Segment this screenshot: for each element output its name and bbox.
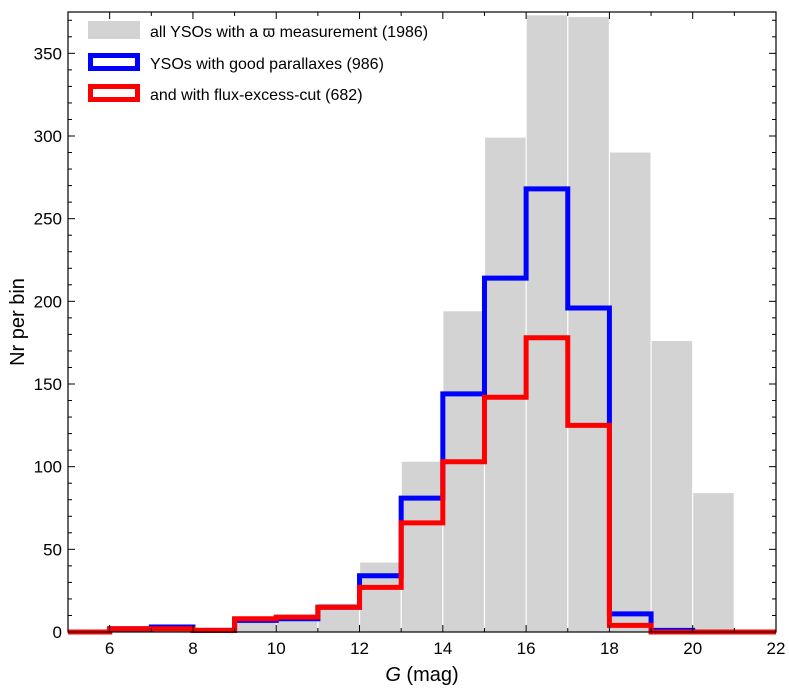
x-axis-label: G (mag) [385,664,458,686]
x-tick-label: 20 [683,639,702,658]
bar-all-ysos [443,311,484,632]
x-tick-label: 22 [767,639,786,658]
legend-entry-label: and with flux-excess-cut (682) [150,87,363,104]
y-tick-label: 200 [34,292,62,311]
legend-entry-label: YSOs with good parallaxes (986) [150,56,384,73]
legend-swatch-all-ysos [88,21,140,39]
bar-all-ysos [651,341,693,632]
bar-all-ysos [610,152,651,633]
legend-swatch-flux-excess-cut [88,84,140,102]
y-tick-label: 350 [34,44,62,63]
bar-all-ysos [568,16,609,632]
x-tick-label: 10 [267,639,286,658]
x-tick-label: 16 [517,639,536,658]
bar-all-ysos [693,493,734,632]
x-axis-label-variable: G [385,664,401,686]
bar-all-ysos [485,137,526,633]
x-tick-label: 14 [433,639,452,658]
bar-all-ysos [401,461,443,632]
x-tick-label: 6 [105,639,114,658]
y-tick-label: 300 [34,127,62,146]
x-tick-label: 18 [600,639,619,658]
x-axis-label-unit: (mag) [401,664,459,686]
axes-frame [67,11,777,633]
bar-all-ysos [360,562,401,632]
y-tick-label: 250 [34,210,62,229]
x-tick-label: 8 [188,639,197,658]
bar-all-ysos [526,15,568,633]
axes: 6 8 10 12 14 16 18 20 22 0 50 100 150 200 250 300 350 [34,11,786,658]
x-tick-label: 12 [350,639,369,658]
legend-entry-label: all YSOs with a ϖ measurement (1986) [150,24,428,41]
y-axis-label: Nr per bin [7,278,29,366]
gray-histogram-bars [110,15,734,633]
legend: all YSOs with a ϖ measurement (1986) YSOs… [88,21,428,104]
y-tick-label: 100 [34,458,62,477]
y-tick-label: 150 [34,375,62,394]
y-tick-label: 50 [43,540,62,559]
legend-swatch-good-parallaxes [88,53,140,71]
y-tick-label: 0 [53,623,62,642]
